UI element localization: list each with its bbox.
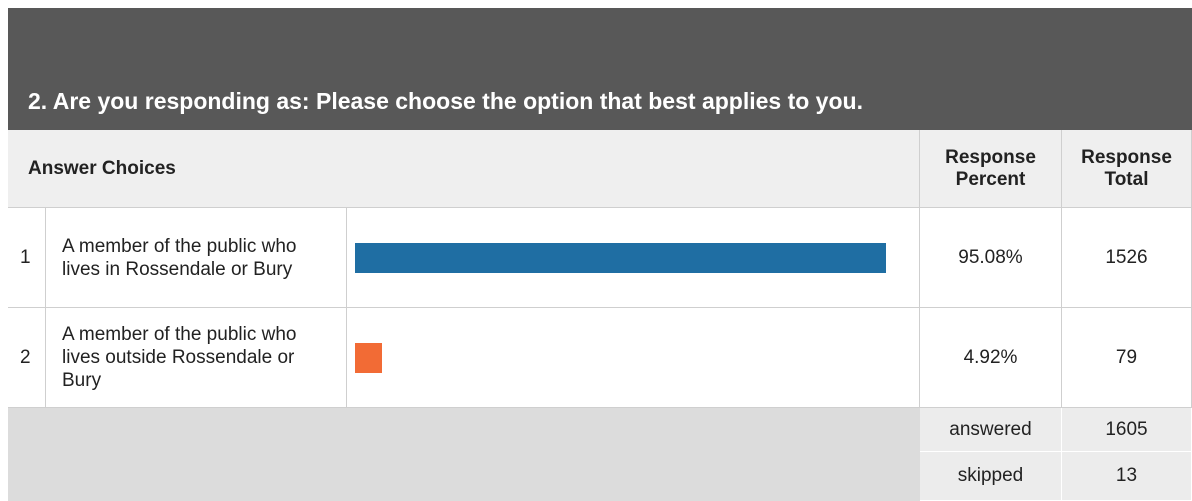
header-total: Response Total	[1062, 130, 1192, 208]
summary-value: 1605	[1062, 408, 1192, 452]
row-total: 1526	[1062, 208, 1192, 308]
summary-label: answered	[920, 408, 1062, 452]
bar-cell	[347, 308, 920, 408]
row-label: A member of the public who lives outside…	[46, 308, 347, 408]
row-percent: 4.92%	[920, 308, 1062, 408]
row-index: 2	[8, 308, 46, 408]
row-percent: 95.08%	[920, 208, 1062, 308]
bar	[355, 243, 886, 273]
summary-label: skipped	[920, 452, 1062, 501]
title-bar: 2. Are you responding as: Please choose …	[8, 8, 1192, 130]
bar-cell	[347, 208, 920, 308]
header-choices: Answer Choices	[8, 130, 920, 208]
row-total: 79	[1062, 308, 1192, 408]
row-label: A member of the public who lives in Ross…	[46, 208, 347, 308]
summary-blank	[8, 408, 920, 501]
summary-value: 13	[1062, 452, 1192, 501]
title: 2. Are you responding as: Please choose …	[28, 88, 863, 114]
bar	[355, 343, 383, 373]
row-index: 1	[8, 208, 46, 308]
header-percent: Response Percent	[920, 130, 1062, 208]
